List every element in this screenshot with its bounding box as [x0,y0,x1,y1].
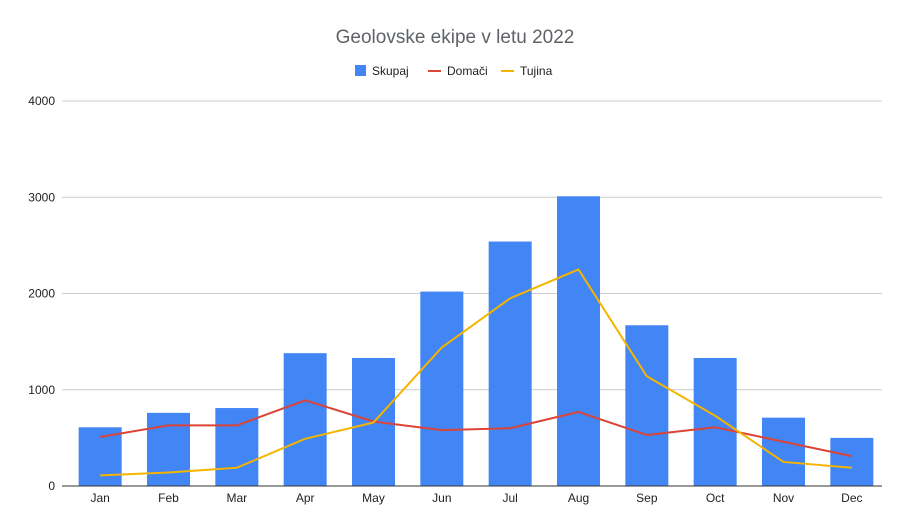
bar-dec [830,437,874,486]
y-tick-label: 4000 [28,94,55,108]
bar-oct [693,357,737,486]
bar-jan [78,427,122,486]
x-axis-ticks: Jan Feb Mar Apr May Jun Jul Aug Sep Oct Nov Dec [90,491,862,505]
x-tick-label: Apr [296,491,315,505]
line-series [100,268,853,477]
y-tick-label: 1000 [28,383,55,397]
x-tick-label: Jul [502,491,517,505]
bar-jul [488,241,532,486]
legend-swatch-skupaj [355,65,366,76]
gridlines [62,100,882,391]
y-tick-label: 0 [48,479,55,493]
bar-feb [147,412,190,486]
x-tick-label: Jan [90,491,109,505]
chart-title: Geolovske ekipe v letu 2022 [336,27,575,48]
line-domai [100,399,853,458]
y-tick-label: 3000 [28,190,55,204]
line-tujina [100,268,852,477]
y-axis-ticks: 0 1000 2000 3000 4000 [28,94,55,493]
x-tick-label: Mar [226,491,247,505]
x-tick-label: Dec [841,491,862,505]
y-tick-label: 2000 [28,287,55,301]
legend-label-skupaj: Skupaj [372,64,409,78]
x-tick-label: Aug [568,491,589,505]
bar-aug [557,196,600,486]
x-tick-label: Oct [706,491,725,505]
x-tick-label: Jun [432,491,451,505]
legend-label-domaci: Domači [447,64,488,78]
x-tick-label: Sep [636,491,658,505]
legend-label-tujina: Tujina [520,64,553,78]
bar-sep [625,325,669,486]
x-tick-label: May [362,491,385,505]
bar-apr [283,353,327,486]
bar-jun [420,291,464,486]
legend: Skupaj Domači Tujina [355,64,553,78]
x-tick-label: Feb [158,491,179,505]
x-tick-label: Nov [773,491,794,505]
